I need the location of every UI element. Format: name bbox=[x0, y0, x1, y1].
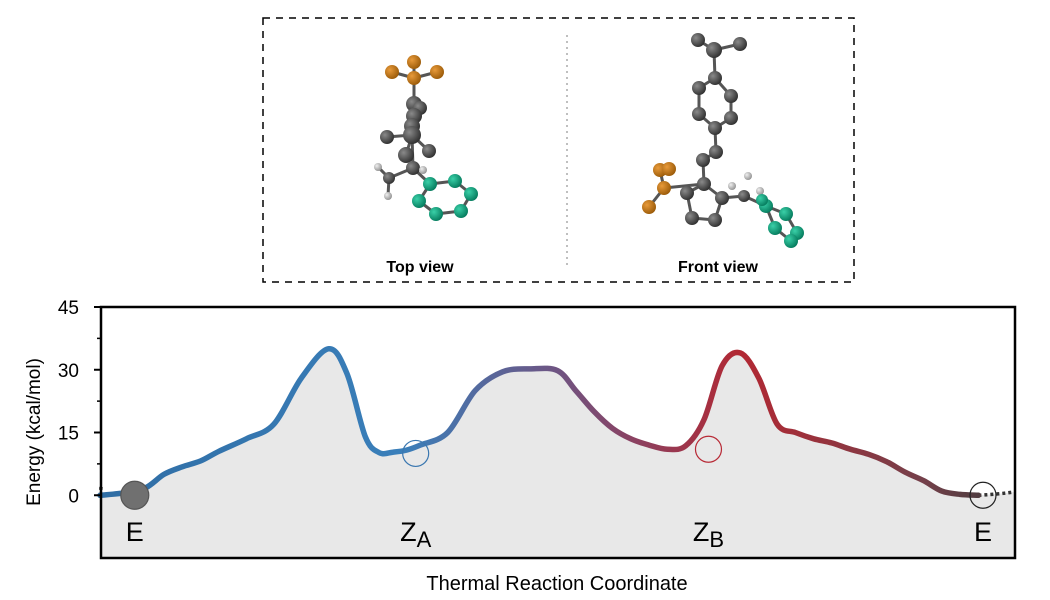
state-markers: E ZA ZB E bbox=[120, 435, 997, 552]
state-marker-za-1 bbox=[402, 439, 430, 468]
molecule-top-view-atoms bbox=[374, 55, 478, 221]
y-axis: 0 15 30 45 bbox=[58, 298, 101, 507]
molecule-front-view bbox=[647, 38, 799, 243]
curve-dotted-right-tail bbox=[978, 490, 1016, 497]
state-marker-e-0 bbox=[120, 480, 150, 510]
y-tick-label: 0 bbox=[68, 486, 79, 507]
energy-curve bbox=[97, 346, 982, 499]
y-axis-label: Energy (kcal/mol) bbox=[24, 358, 45, 506]
energy-profile-chart: E ZA ZB E 0 15 30 45 Thermal Reaction Coordina… bbox=[24, 298, 1017, 595]
inset-frame bbox=[262, 17, 855, 283]
y-tick-label: 45 bbox=[58, 298, 79, 319]
state-label: E bbox=[126, 517, 144, 547]
energy-area-fill bbox=[100, 348, 1015, 558]
molecule-front-view-atoms bbox=[642, 33, 804, 248]
y-tick-label: 30 bbox=[58, 361, 79, 382]
x-axis-label: Thermal Reaction Coordinate bbox=[426, 573, 687, 595]
molecule-inset: Top view bbox=[262, 17, 855, 283]
state-marker-e-3 bbox=[969, 481, 997, 509]
state-label: ZA bbox=[400, 517, 432, 552]
state-label: E bbox=[974, 517, 992, 547]
front-view-caption: Front view bbox=[678, 259, 759, 276]
top-view-caption: Top view bbox=[386, 259, 454, 276]
state-label: ZB bbox=[693, 517, 724, 552]
y-tick-label: 15 bbox=[58, 424, 79, 445]
state-marker-zb-2 bbox=[694, 435, 723, 463]
